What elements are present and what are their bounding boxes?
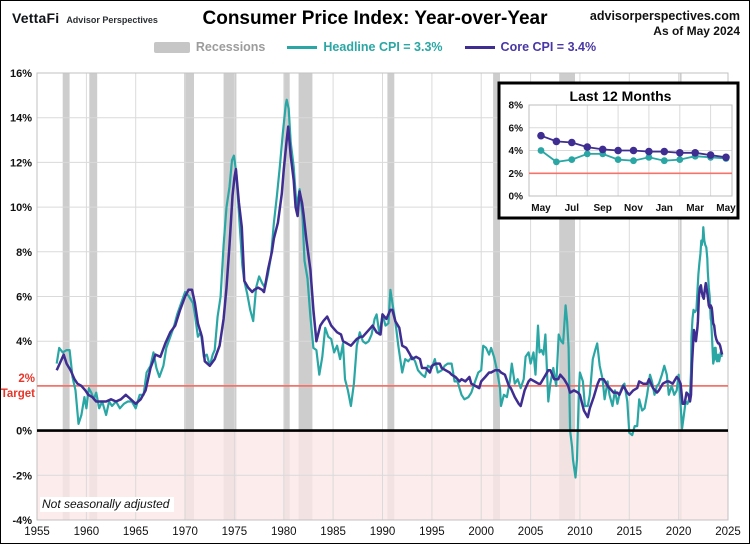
inset-x-tick-label: May (716, 203, 736, 214)
x-axis-tick-label: 2015 (617, 526, 643, 538)
inset-headline-point (676, 156, 684, 164)
inset-core-point (537, 131, 545, 140)
x-axis-tick-label: 1960 (74, 526, 100, 538)
x-axis-tick-label: 2000 (468, 526, 494, 538)
x-axis-tick-label: 1955 (24, 526, 50, 538)
target-tick-label: 2% (18, 373, 35, 385)
x-axis-tick-label: 2005 (518, 526, 544, 538)
inset-chart: Last 12 Months 0% 2% 4% 6% 8% May Jul Sep Nov Jan M… (497, 81, 740, 220)
legend-item-core: Core CPI = 3.4% (464, 40, 597, 54)
inset-core-point (645, 147, 653, 156)
inset-x-tick-label: Jul (565, 203, 580, 214)
x-axis-tick-label: 1990 (370, 526, 396, 538)
inset-core-point (552, 137, 561, 146)
inset-core-point (583, 143, 592, 151)
x-axis-tick-label: 1965 (123, 526, 149, 538)
inset-x-tick-label: Jan (656, 203, 673, 214)
inset-headline-point (553, 158, 560, 166)
inset-core-point (676, 149, 684, 157)
inset-headline-point (537, 147, 545, 154)
as-of-date: As of May 2024 (653, 24, 740, 39)
x-axis-tick-label: 1970 (172, 526, 198, 538)
inset-y-tick-label: 6% (509, 123, 524, 134)
legend-core-label: Core CPI = 3.4% (500, 40, 597, 54)
inset-plot-border (528, 104, 733, 197)
plot-border (36, 72, 729, 521)
y-axis-tick-label: -2% (12, 470, 32, 482)
inset-headline-point (614, 156, 622, 164)
y-axis-tick-label: 4% (16, 336, 32, 348)
x-axis-tick-label: 1980 (271, 526, 297, 538)
x-axis-tick-label: 2025 (715, 526, 741, 538)
inset-headline-point (645, 153, 653, 161)
inset-x-tick-label: May (531, 203, 551, 214)
inset-x-tick-label: Sep (594, 203, 612, 214)
page-title: Consumer Price Index: Year-over-Year (202, 8, 548, 29)
y-axis-tick-label: 6% (16, 292, 32, 304)
y-axis-tick-label: 16% (10, 68, 32, 80)
inset-headline-point (583, 150, 591, 158)
brand-subtitle: Advisor Perspectives (66, 15, 158, 25)
headline-line-swatch-icon (287, 45, 318, 49)
inset-y-tick-label: 4% (509, 146, 524, 157)
x-axis-tick-label: 2020 (666, 526, 692, 538)
target-tick-label: Target (1, 388, 35, 400)
inset-core-point (691, 149, 699, 157)
vettafi-logo: VettaFi Advisor Perspectives (12, 10, 158, 28)
inset-core-point (660, 147, 669, 156)
core-cpi-line (55, 125, 724, 419)
inset-core-point (614, 146, 622, 155)
footnote: Not seasonally adjusted (40, 497, 175, 512)
x-axis-tick-label: 1985 (320, 526, 346, 538)
y-axis-tick-label: 14% (10, 113, 32, 125)
y-axis-tick-label: -4% (12, 515, 32, 527)
inset-x-tick-label: Mar (686, 203, 704, 214)
inset-core-point (722, 153, 730, 162)
inset-headline-point (630, 157, 637, 165)
y-axis-tick-label: 0% (16, 426, 32, 438)
inset-headline-point (568, 156, 576, 164)
y-axis-tick-label: 8% (16, 247, 32, 259)
brand-name: VettaFi (12, 10, 60, 26)
inset-core-point (706, 151, 715, 159)
x-axis-tick-label: 2010 (567, 526, 593, 538)
inset-headline-point (660, 157, 668, 165)
legend-item-headline: Headline CPI = 3.3% (287, 40, 443, 54)
inset-title: Last 12 Months (570, 88, 672, 104)
inset-core-point (629, 146, 638, 155)
chart-legend: Recessions Headline CPI = 3.3% Core CPI … (1, 40, 749, 54)
core-line-swatch-icon (464, 45, 495, 49)
y-axis-tick-label: 10% (10, 202, 32, 214)
x-axis-tick-label: 1975 (222, 526, 248, 538)
inset-y-tick-label: 8% (509, 101, 524, 112)
inset-x-tick-label: Nov (624, 203, 643, 214)
source-block: advisorperspectives.com As of May 2024 (590, 8, 740, 40)
source-site: advisorperspectives.com (589, 9, 740, 23)
y-axis-tick-label: 12% (10, 157, 32, 169)
legend-headline-label: Headline CPI = 3.3% (323, 40, 443, 54)
legend-item-recessions: Recessions (153, 40, 266, 54)
inset-y-tick-label: 0% (509, 192, 524, 203)
inset-core-point (598, 145, 607, 154)
recession-swatch-icon (153, 41, 190, 53)
x-axis-tick-label: 1995 (419, 526, 445, 538)
legend-recessions-label: Recessions (195, 40, 266, 54)
inset-y-tick-label: 2% (509, 169, 524, 180)
inset-core-point (568, 138, 576, 147)
